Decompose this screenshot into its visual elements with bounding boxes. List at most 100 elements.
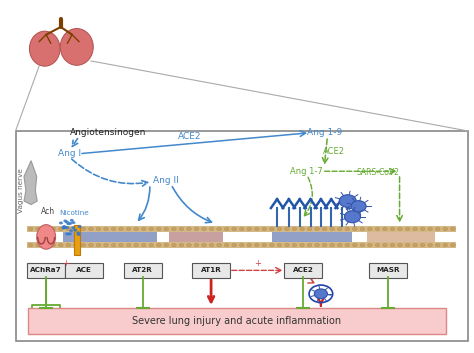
- Text: Ang II: Ang II: [154, 175, 179, 185]
- Circle shape: [187, 243, 191, 247]
- Circle shape: [43, 243, 48, 247]
- Text: SARS-CoV2: SARS-CoV2: [357, 168, 400, 178]
- Circle shape: [72, 221, 75, 224]
- Circle shape: [69, 229, 73, 232]
- Circle shape: [156, 227, 161, 231]
- Circle shape: [187, 227, 191, 231]
- Text: MASR: MASR: [376, 267, 400, 273]
- Circle shape: [58, 243, 63, 247]
- Circle shape: [436, 227, 440, 231]
- Circle shape: [73, 227, 78, 231]
- Circle shape: [81, 243, 86, 247]
- Circle shape: [68, 232, 72, 235]
- Circle shape: [262, 243, 267, 247]
- Circle shape: [383, 227, 387, 231]
- Polygon shape: [24, 161, 37, 204]
- Circle shape: [300, 243, 304, 247]
- Circle shape: [428, 227, 433, 231]
- Ellipse shape: [29, 31, 60, 66]
- Text: Nicotine: Nicotine: [60, 210, 89, 216]
- Circle shape: [367, 243, 372, 247]
- Circle shape: [141, 243, 146, 247]
- Circle shape: [292, 227, 297, 231]
- Circle shape: [28, 227, 33, 231]
- Circle shape: [43, 227, 48, 231]
- Text: +: +: [254, 259, 261, 268]
- Circle shape: [201, 243, 206, 247]
- Circle shape: [164, 243, 169, 247]
- Circle shape: [156, 243, 161, 247]
- Circle shape: [179, 243, 184, 247]
- Bar: [74, 225, 80, 255]
- Circle shape: [51, 243, 55, 247]
- Circle shape: [134, 227, 138, 231]
- Text: Vagus nerve: Vagus nerve: [18, 168, 24, 213]
- Circle shape: [322, 243, 327, 247]
- Circle shape: [217, 227, 221, 231]
- Circle shape: [73, 243, 78, 247]
- Circle shape: [71, 226, 75, 229]
- Text: Angiotensinogen: Angiotensinogen: [70, 128, 146, 137]
- Circle shape: [194, 227, 199, 231]
- Circle shape: [62, 226, 65, 229]
- FancyBboxPatch shape: [124, 263, 162, 278]
- Circle shape: [390, 243, 395, 247]
- Circle shape: [111, 227, 116, 231]
- Circle shape: [65, 233, 69, 235]
- Text: -: -: [314, 274, 318, 283]
- Text: AChRa7: AChRa7: [30, 267, 62, 273]
- Text: Ang 1-9: Ang 1-9: [307, 128, 342, 137]
- Circle shape: [314, 289, 328, 299]
- Circle shape: [96, 243, 101, 247]
- Circle shape: [375, 243, 380, 247]
- FancyBboxPatch shape: [284, 263, 322, 278]
- Text: AT2R: AT2R: [132, 267, 153, 273]
- Circle shape: [239, 227, 244, 231]
- Circle shape: [58, 227, 63, 231]
- Circle shape: [51, 227, 55, 231]
- Bar: [366, 232, 435, 242]
- Circle shape: [300, 227, 304, 231]
- Circle shape: [420, 227, 425, 231]
- Circle shape: [398, 243, 402, 247]
- Bar: [169, 232, 223, 242]
- Text: +: +: [62, 259, 69, 268]
- Circle shape: [255, 227, 259, 231]
- Circle shape: [270, 227, 274, 231]
- Circle shape: [232, 227, 237, 231]
- Circle shape: [315, 243, 319, 247]
- Circle shape: [64, 220, 67, 222]
- Circle shape: [164, 227, 169, 231]
- Circle shape: [209, 227, 214, 231]
- Circle shape: [62, 225, 66, 228]
- Circle shape: [277, 243, 282, 247]
- FancyBboxPatch shape: [16, 131, 468, 341]
- Circle shape: [339, 195, 356, 207]
- Circle shape: [307, 227, 312, 231]
- Circle shape: [232, 243, 237, 247]
- Circle shape: [351, 201, 366, 212]
- Circle shape: [36, 243, 40, 247]
- Circle shape: [224, 227, 229, 231]
- Circle shape: [172, 243, 176, 247]
- Circle shape: [66, 243, 71, 247]
- Circle shape: [420, 243, 425, 247]
- Circle shape: [353, 227, 357, 231]
- Circle shape: [330, 227, 335, 231]
- Ellipse shape: [60, 29, 93, 65]
- Circle shape: [239, 243, 244, 247]
- Circle shape: [337, 227, 342, 231]
- Text: ACE2: ACE2: [323, 147, 345, 156]
- FancyBboxPatch shape: [369, 263, 407, 278]
- FancyBboxPatch shape: [28, 308, 446, 334]
- Circle shape: [134, 243, 138, 247]
- Circle shape: [76, 232, 80, 234]
- Circle shape: [77, 233, 81, 236]
- Circle shape: [270, 243, 274, 247]
- Circle shape: [255, 243, 259, 247]
- Circle shape: [345, 227, 350, 231]
- Circle shape: [436, 243, 440, 247]
- Circle shape: [149, 243, 154, 247]
- Circle shape: [413, 227, 418, 231]
- FancyBboxPatch shape: [192, 263, 230, 278]
